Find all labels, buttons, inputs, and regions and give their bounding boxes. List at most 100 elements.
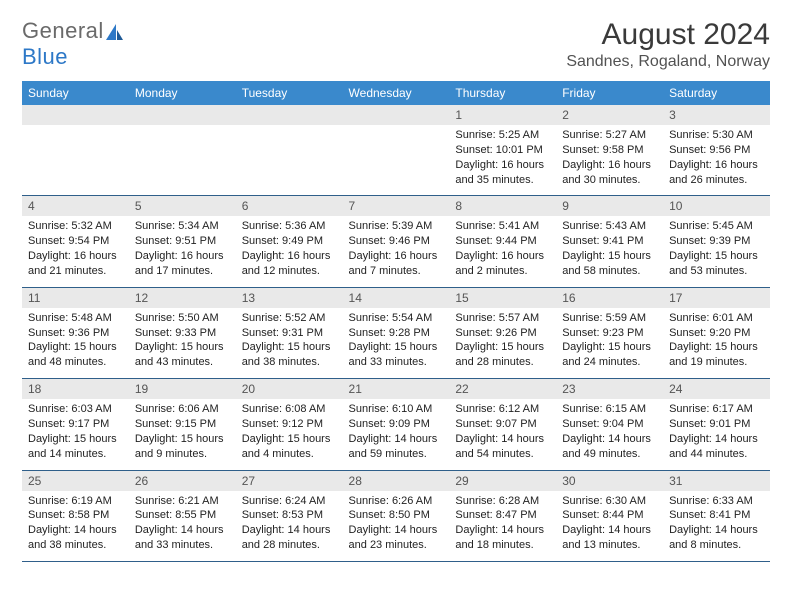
calendar-day-cell: 1Sunrise: 5:25 AMSunset: 10:01 PMDayligh… bbox=[449, 105, 556, 196]
day-number: 11 bbox=[22, 288, 129, 308]
day-body bbox=[343, 125, 450, 194]
sunrise-text: Sunrise: 5:36 AM bbox=[242, 219, 337, 234]
sunset-text: Sunset: 9:20 PM bbox=[669, 326, 764, 341]
day-body: Sunrise: 5:59 AMSunset: 9:23 PMDaylight:… bbox=[556, 308, 663, 378]
sunrise-text: Sunrise: 6:33 AM bbox=[669, 494, 764, 509]
day-number: 28 bbox=[343, 471, 450, 491]
calendar-day-cell: 8Sunrise: 5:41 AMSunset: 9:44 PMDaylight… bbox=[449, 196, 556, 287]
calendar-table: Sunday Monday Tuesday Wednesday Thursday… bbox=[22, 81, 770, 562]
day-body: Sunrise: 5:50 AMSunset: 9:33 PMDaylight:… bbox=[129, 308, 236, 378]
calendar-day-cell: 19Sunrise: 6:06 AMSunset: 9:15 PMDayligh… bbox=[129, 379, 236, 470]
day-body bbox=[22, 125, 129, 194]
title-block: August 2024 Sandnes, Rogaland, Norway bbox=[566, 18, 770, 71]
calendar-week-row: 11Sunrise: 5:48 AMSunset: 9:36 PMDayligh… bbox=[22, 287, 770, 378]
sunset-text: Sunset: 9:33 PM bbox=[135, 326, 230, 341]
brand-word-2: Blue bbox=[22, 44, 68, 69]
calendar-day-cell: 12Sunrise: 5:50 AMSunset: 9:33 PMDayligh… bbox=[129, 287, 236, 378]
calendar-day-cell: 28Sunrise: 6:26 AMSunset: 8:50 PMDayligh… bbox=[343, 470, 450, 561]
sunrise-text: Sunrise: 5:39 AM bbox=[349, 219, 444, 234]
day-body: Sunrise: 5:43 AMSunset: 9:41 PMDaylight:… bbox=[556, 216, 663, 286]
calendar-day-cell: 27Sunrise: 6:24 AMSunset: 8:53 PMDayligh… bbox=[236, 470, 343, 561]
sunset-text: Sunset: 9:15 PM bbox=[135, 417, 230, 432]
sunrise-text: Sunrise: 6:19 AM bbox=[28, 494, 123, 509]
daylight-text: Daylight: 14 hours and 28 minutes. bbox=[242, 523, 337, 553]
calendar-day-cell: 4Sunrise: 5:32 AMSunset: 9:54 PMDaylight… bbox=[22, 196, 129, 287]
day-number: 13 bbox=[236, 288, 343, 308]
daylight-text: Daylight: 15 hours and 58 minutes. bbox=[562, 249, 657, 279]
daylight-text: Daylight: 16 hours and 12 minutes. bbox=[242, 249, 337, 279]
daylight-text: Daylight: 14 hours and 23 minutes. bbox=[349, 523, 444, 553]
title-location: Sandnes, Rogaland, Norway bbox=[566, 53, 770, 71]
sunset-text: Sunset: 9:49 PM bbox=[242, 234, 337, 249]
day-body bbox=[236, 125, 343, 194]
daylight-text: Daylight: 16 hours and 21 minutes. bbox=[28, 249, 123, 279]
sunrise-text: Sunrise: 5:30 AM bbox=[669, 128, 764, 143]
calendar-day-cell: 14Sunrise: 5:54 AMSunset: 9:28 PMDayligh… bbox=[343, 287, 450, 378]
sunrise-text: Sunrise: 6:26 AM bbox=[349, 494, 444, 509]
calendar-day-cell: 18Sunrise: 6:03 AMSunset: 9:17 PMDayligh… bbox=[22, 379, 129, 470]
sunrise-text: Sunrise: 6:21 AM bbox=[135, 494, 230, 509]
sunrise-text: Sunrise: 6:03 AM bbox=[28, 402, 123, 417]
day-number: 21 bbox=[343, 379, 450, 399]
calendar-day-cell: 6Sunrise: 5:36 AMSunset: 9:49 PMDaylight… bbox=[236, 196, 343, 287]
calendar-body: 1Sunrise: 5:25 AMSunset: 10:01 PMDayligh… bbox=[22, 105, 770, 561]
sunset-text: Sunset: 8:58 PM bbox=[28, 508, 123, 523]
sunrise-text: Sunrise: 5:34 AM bbox=[135, 219, 230, 234]
day-body: Sunrise: 5:57 AMSunset: 9:26 PMDaylight:… bbox=[449, 308, 556, 378]
calendar-day-cell: 3Sunrise: 5:30 AMSunset: 9:56 PMDaylight… bbox=[663, 105, 770, 196]
day-body: Sunrise: 6:28 AMSunset: 8:47 PMDaylight:… bbox=[449, 491, 556, 561]
sunrise-text: Sunrise: 5:27 AM bbox=[562, 128, 657, 143]
day-number bbox=[343, 105, 450, 125]
day-number: 18 bbox=[22, 379, 129, 399]
sunset-text: Sunset: 9:28 PM bbox=[349, 326, 444, 341]
calendar-day-cell: 7Sunrise: 5:39 AMSunset: 9:46 PMDaylight… bbox=[343, 196, 450, 287]
day-number: 27 bbox=[236, 471, 343, 491]
calendar-day-cell: 29Sunrise: 6:28 AMSunset: 8:47 PMDayligh… bbox=[449, 470, 556, 561]
sunrise-text: Sunrise: 6:10 AM bbox=[349, 402, 444, 417]
weekday-header: Saturday bbox=[663, 81, 770, 105]
weekday-header: Friday bbox=[556, 81, 663, 105]
sunrise-text: Sunrise: 6:30 AM bbox=[562, 494, 657, 509]
calendar-day-cell: 26Sunrise: 6:21 AMSunset: 8:55 PMDayligh… bbox=[129, 470, 236, 561]
day-number: 20 bbox=[236, 379, 343, 399]
calendar-day-cell: 17Sunrise: 6:01 AMSunset: 9:20 PMDayligh… bbox=[663, 287, 770, 378]
day-number: 5 bbox=[129, 196, 236, 216]
day-body bbox=[129, 125, 236, 194]
day-body: Sunrise: 6:06 AMSunset: 9:15 PMDaylight:… bbox=[129, 399, 236, 469]
daylight-text: Daylight: 15 hours and 38 minutes. bbox=[242, 340, 337, 370]
day-body: Sunrise: 5:39 AMSunset: 9:46 PMDaylight:… bbox=[343, 216, 450, 286]
day-number: 25 bbox=[22, 471, 129, 491]
sunrise-text: Sunrise: 5:59 AM bbox=[562, 311, 657, 326]
sunset-text: Sunset: 9:12 PM bbox=[242, 417, 337, 432]
calendar-day-cell bbox=[129, 105, 236, 196]
day-body: Sunrise: 5:36 AMSunset: 9:49 PMDaylight:… bbox=[236, 216, 343, 286]
brand-word-1: General bbox=[22, 18, 104, 43]
daylight-text: Daylight: 16 hours and 17 minutes. bbox=[135, 249, 230, 279]
day-body: Sunrise: 5:27 AMSunset: 9:58 PMDaylight:… bbox=[556, 125, 663, 195]
daylight-text: Daylight: 16 hours and 26 minutes. bbox=[669, 158, 764, 188]
daylight-text: Daylight: 15 hours and 28 minutes. bbox=[455, 340, 550, 370]
calendar-header-row: Sunday Monday Tuesday Wednesday Thursday… bbox=[22, 81, 770, 105]
day-body: Sunrise: 5:41 AMSunset: 9:44 PMDaylight:… bbox=[449, 216, 556, 286]
weekday-header: Tuesday bbox=[236, 81, 343, 105]
daylight-text: Daylight: 14 hours and 18 minutes. bbox=[455, 523, 550, 553]
weekday-header: Monday bbox=[129, 81, 236, 105]
day-body: Sunrise: 5:34 AMSunset: 9:51 PMDaylight:… bbox=[129, 216, 236, 286]
daylight-text: Daylight: 16 hours and 35 minutes. bbox=[455, 158, 550, 188]
calendar-day-cell: 5Sunrise: 5:34 AMSunset: 9:51 PMDaylight… bbox=[129, 196, 236, 287]
calendar-day-cell: 23Sunrise: 6:15 AMSunset: 9:04 PMDayligh… bbox=[556, 379, 663, 470]
day-number: 31 bbox=[663, 471, 770, 491]
day-number: 7 bbox=[343, 196, 450, 216]
day-number: 26 bbox=[129, 471, 236, 491]
sunrise-text: Sunrise: 5:57 AM bbox=[455, 311, 550, 326]
day-number: 6 bbox=[236, 196, 343, 216]
sunrise-text: Sunrise: 6:28 AM bbox=[455, 494, 550, 509]
header: General Blue August 2024 Sandnes, Rogala… bbox=[22, 18, 770, 71]
daylight-text: Daylight: 15 hours and 4 minutes. bbox=[242, 432, 337, 462]
daylight-text: Daylight: 14 hours and 59 minutes. bbox=[349, 432, 444, 462]
daylight-text: Daylight: 15 hours and 43 minutes. bbox=[135, 340, 230, 370]
sunrise-text: Sunrise: 6:17 AM bbox=[669, 402, 764, 417]
brand-logo: General Blue bbox=[22, 18, 124, 70]
sunset-text: Sunset: 9:54 PM bbox=[28, 234, 123, 249]
calendar-day-cell: 10Sunrise: 5:45 AMSunset: 9:39 PMDayligh… bbox=[663, 196, 770, 287]
